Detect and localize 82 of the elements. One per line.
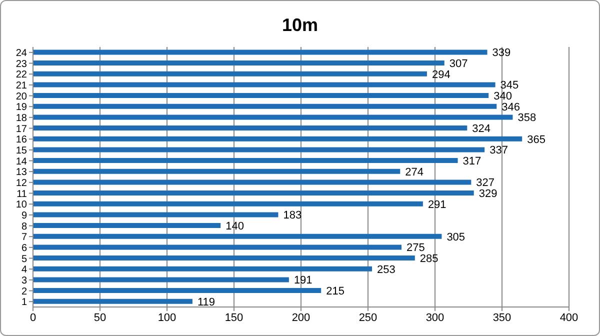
y-tick-label: 22 xyxy=(16,70,28,81)
bar xyxy=(33,136,522,142)
x-tick-label: 300 xyxy=(426,312,444,324)
bar xyxy=(33,201,423,206)
x-tick-label: 200 xyxy=(292,312,310,324)
bar xyxy=(33,114,513,120)
bar xyxy=(33,212,278,218)
data-label: 285 xyxy=(420,252,438,265)
bar xyxy=(33,168,400,174)
data-label: 275 xyxy=(406,242,425,254)
y-tick-label: 3 xyxy=(21,275,28,286)
y-tick-label: 8 xyxy=(21,221,28,232)
bar xyxy=(33,266,372,272)
bar xyxy=(33,71,427,76)
y-tick-label: 6 xyxy=(21,242,28,254)
x-tick-label: 0 xyxy=(30,312,36,324)
bar xyxy=(33,223,221,228)
data-label: 294 xyxy=(432,68,450,81)
bar xyxy=(33,82,496,88)
y-tick-label: 5 xyxy=(21,254,28,265)
bar xyxy=(33,288,322,294)
bar xyxy=(33,158,458,164)
data-label: 253 xyxy=(377,264,396,276)
bar xyxy=(33,190,474,196)
data-label: 191 xyxy=(294,274,312,287)
bar xyxy=(33,60,444,66)
data-label: 337 xyxy=(490,144,508,157)
y-tick-label: 11 xyxy=(16,188,28,200)
data-label: 340 xyxy=(494,90,512,102)
data-label: 119 xyxy=(197,296,216,308)
data-label: 345 xyxy=(500,80,519,92)
y-tick-label: 13 xyxy=(16,167,28,178)
data-label: 327 xyxy=(476,177,495,190)
y-tick-label: 24 xyxy=(16,48,28,59)
y-tick-label: 21 xyxy=(16,80,28,92)
y-tick-label: 9 xyxy=(21,210,28,222)
y-tick-label: 17 xyxy=(16,124,28,135)
y-tick-label: 15 xyxy=(16,145,28,156)
y-tick-label: 7 xyxy=(21,232,28,244)
chart-title: 10m xyxy=(280,15,320,37)
y-tick-label: 4 xyxy=(21,264,28,276)
y-tick-label: 14 xyxy=(16,156,28,168)
data-label: 324 xyxy=(472,122,491,135)
y-tick-label: 23 xyxy=(16,58,28,70)
x-tick-label: 100 xyxy=(158,312,176,324)
bar xyxy=(33,93,489,98)
data-label: 215 xyxy=(326,285,344,298)
data-label: 317 xyxy=(462,155,482,168)
y-tick-label: 20 xyxy=(16,91,28,102)
y-tick-label: 1 xyxy=(21,297,28,308)
bar xyxy=(33,147,485,152)
bar xyxy=(33,126,468,131)
y-tick-label: 10 xyxy=(16,200,28,211)
data-label: 274 xyxy=(405,166,424,178)
y-tick-label: 18 xyxy=(16,112,28,124)
data-label: 365 xyxy=(527,134,546,146)
x-tick-label: 150 xyxy=(224,312,244,324)
data-label: 183 xyxy=(283,210,302,222)
x-tick-label: 400 xyxy=(560,312,578,324)
y-tick-label: 16 xyxy=(16,134,28,146)
x-tick-label: 350 xyxy=(492,312,512,324)
bar xyxy=(33,104,497,109)
y-tick-label: 19 xyxy=(16,102,28,114)
data-label: 339 xyxy=(492,47,511,60)
bar xyxy=(33,234,442,239)
bar xyxy=(33,244,402,250)
data-label: 305 xyxy=(446,231,466,244)
data-label: 358 xyxy=(518,112,536,124)
bar xyxy=(33,256,415,261)
data-label: 329 xyxy=(478,188,498,200)
data-label: 291 xyxy=(428,198,446,211)
y-tick-label: 2 xyxy=(21,286,28,298)
bar xyxy=(33,298,192,304)
data-label: 346 xyxy=(502,101,520,114)
bar xyxy=(33,180,472,185)
data-label: 140 xyxy=(226,220,244,232)
x-tick-label: 50 xyxy=(94,312,106,324)
bar xyxy=(33,50,488,55)
x-tick-label: 250 xyxy=(358,312,378,324)
bar xyxy=(33,277,289,282)
y-tick-label: 12 xyxy=(16,178,28,189)
data-label: 307 xyxy=(449,58,468,70)
